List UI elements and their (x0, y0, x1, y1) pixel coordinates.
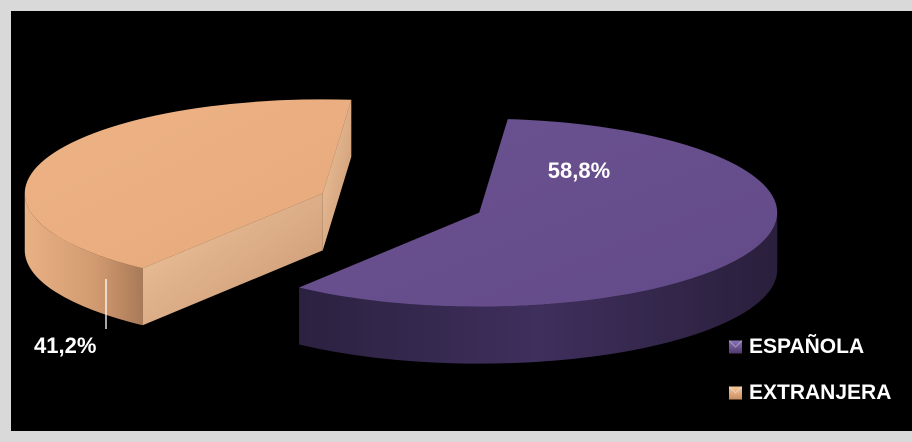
legend-label-espanola: ESPAÑOLA (749, 335, 864, 358)
pie-slices (24, 99, 778, 364)
slice-espanola-top (299, 119, 778, 307)
slice-espanola (299, 119, 778, 364)
legend-swatch-extranjera (729, 386, 742, 400)
legend-item-extranjera: EXTRANJERA (728, 381, 891, 404)
legend: ESPAÑOLA EXTRANJERA (728, 335, 891, 404)
slice-extranjera-cut-face (142, 193, 323, 326)
legend-swatch-espanola (729, 340, 742, 354)
legend-label-extranjera: EXTRANJERA (749, 381, 891, 404)
slice-espanola-wall (299, 212, 778, 364)
legend-swatch-highlight (728, 386, 743, 394)
slice-extranjera (24, 99, 352, 326)
slice-extranjera-top (24, 99, 352, 269)
legend-swatch-highlight (728, 340, 743, 348)
data-labels: 58,8% 41,2% (34, 158, 610, 358)
data-label-espanola: 58,8% (548, 158, 610, 183)
data-label-extranjera: 41,2% (34, 333, 96, 358)
pie-chart: 58,8% 41,2% ESPAÑOLA EXTRANJERA (24, 99, 891, 404)
slice-extranjera-wall (24, 193, 143, 326)
slice-extranjera-cut-face (322, 99, 352, 251)
chart-area: 58,8% 41,2% ESPAÑOLA EXTRANJERA (11, 11, 912, 431)
legend-item-espanola: ESPAÑOLA (728, 335, 864, 358)
